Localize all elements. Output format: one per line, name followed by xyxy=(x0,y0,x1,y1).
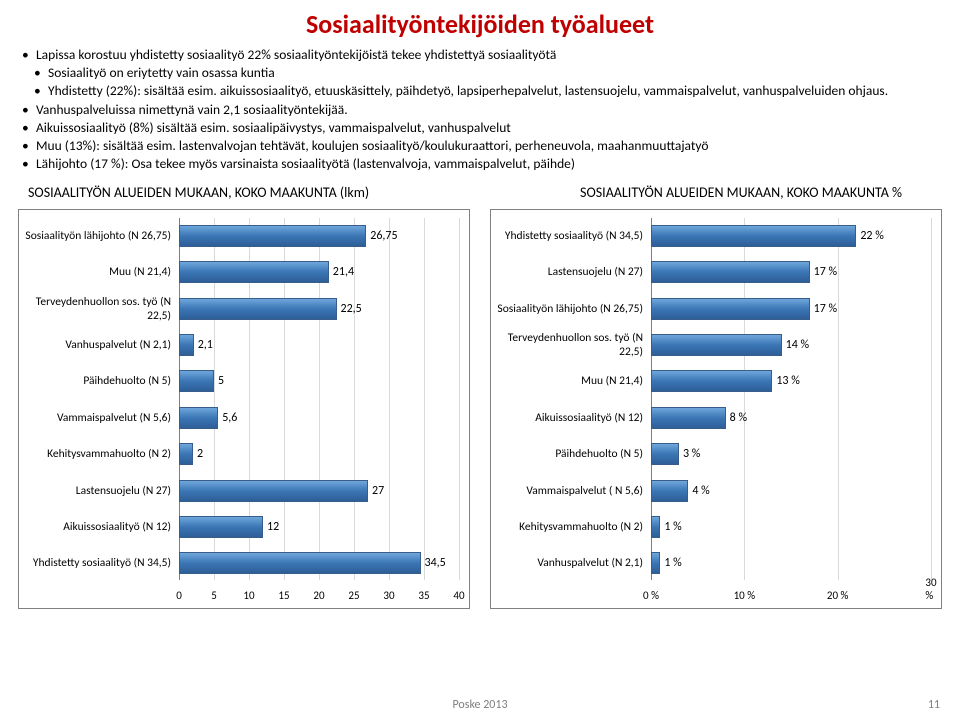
value-label: 12 xyxy=(267,520,279,534)
bullet-list: Lapissa korostuu yhdistetty sosiaalityö … xyxy=(22,46,942,174)
value-label: 1 % xyxy=(664,556,681,570)
bar xyxy=(179,443,193,465)
bar xyxy=(651,225,856,247)
category-label: Aikuissosiaalityö (N 12) xyxy=(497,411,647,425)
category-label: Päihdehuolto (N 5) xyxy=(25,374,175,388)
value-label: 5,6 xyxy=(222,411,237,425)
bullet-item: Aikuissosiaalityö (8%) sisältää esim. so… xyxy=(22,119,942,137)
x-axis-tick: 35 xyxy=(418,589,429,602)
category-label: Terveydenhuollon sos. työ (N 22,5) xyxy=(497,331,647,359)
x-axis-tick: 30 % xyxy=(925,576,936,602)
value-label: 27 xyxy=(372,484,384,498)
value-label: 1 % xyxy=(664,520,681,534)
category-label: Vammaispalvelut ( N 5,6) xyxy=(497,484,647,498)
bar xyxy=(651,516,660,538)
category-label: Aikuissosiaalityö (N 12) xyxy=(25,520,175,534)
chart-right-title: SOSIAALITYÖN ALUEIDEN MUKAAN, KOKO MAAKU… xyxy=(498,184,942,201)
footer-text: Poske 2013 xyxy=(452,698,507,712)
category-label: Vammaispalvelut (N 5,6) xyxy=(25,411,175,425)
bullet-item: Muu (13%): sisältää esim. lastenvalvojan… xyxy=(22,137,942,155)
bar xyxy=(179,480,368,502)
value-label: 13 % xyxy=(776,374,799,388)
bar xyxy=(179,334,194,356)
chart-left-title: SOSIAALITYÖN ALUEIDEN MUKAAN, KOKO MAAKU… xyxy=(18,184,462,201)
x-axis-tick: 30 xyxy=(383,589,394,602)
chart-left: 0 5 10 15 20 25 30 35 40 26,75 21,4 22,5 2,1 5 5,6 2 27 1… xyxy=(18,209,470,609)
bar xyxy=(651,443,679,465)
bar xyxy=(651,370,772,392)
category-label: Lastensuojelu (N 27) xyxy=(497,265,647,279)
bar xyxy=(179,552,421,574)
category-label: Terveydenhuollon sos. työ (N 22,5) xyxy=(25,295,175,323)
category-label: Lastensuojelu (N 27) xyxy=(25,484,175,498)
x-axis-tick: 10 xyxy=(243,589,254,602)
bullet-item: Lapissa korostuu yhdistetty sosiaalityö … xyxy=(22,46,942,64)
category-label: Muu (N 21,4) xyxy=(25,265,175,279)
value-label: 26,75 xyxy=(370,229,397,243)
value-label: 21,4 xyxy=(333,265,354,279)
category-label: Vanhuspalvelut (N 2,1) xyxy=(497,556,647,570)
category-label: Sosiaalityön lähijohto (N 26,75) xyxy=(25,229,175,243)
value-label: 2 xyxy=(197,447,203,461)
bar xyxy=(651,298,810,320)
bullet-item: Vanhuspalveluissa nimettynä vain 2,1 sos… xyxy=(22,101,942,119)
x-axis-tick: 0 xyxy=(176,589,182,602)
value-label: 17 % xyxy=(814,265,837,279)
value-label: 2,1 xyxy=(198,338,213,352)
value-label: 4 % xyxy=(692,484,709,498)
x-axis-tick: 20 % xyxy=(827,589,849,602)
value-label: 22,5 xyxy=(341,302,362,316)
bullet-sub-item: Yhdistetty (22%): sisältää esim. aikuiss… xyxy=(22,82,942,100)
bar xyxy=(651,334,782,356)
value-label: 8 % xyxy=(730,411,747,425)
category-label: Sosiaalityön lähijohto (N 26,75) xyxy=(497,302,647,316)
bar xyxy=(179,370,214,392)
value-label: 17 % xyxy=(814,302,837,316)
x-axis-tick: 5 xyxy=(211,589,217,602)
bar xyxy=(651,261,810,283)
bar xyxy=(179,225,366,247)
category-label: Kehitysvammahuolto (N 2) xyxy=(497,520,647,534)
bullet-sub-item: Sosiaalityö on eriytetty vain osassa kun… xyxy=(22,64,942,82)
value-label: 22 % xyxy=(860,229,883,243)
bullet-item: Lähijohto (17 %): Osa tekee myös varsina… xyxy=(22,155,942,173)
bar xyxy=(651,552,660,574)
category-label: Muu (N 21,4) xyxy=(497,374,647,388)
value-label: 3 % xyxy=(683,447,700,461)
category-label: Päihdehuolto (N 5) xyxy=(497,447,647,461)
x-axis-tick: 15 xyxy=(278,589,289,602)
value-label: 34,5 xyxy=(425,556,446,570)
x-axis-tick: 40 xyxy=(453,589,464,602)
category-label: Kehitysvammahuolto (N 2) xyxy=(25,447,175,461)
bar xyxy=(651,480,688,502)
value-label: 14 % xyxy=(786,338,809,352)
x-axis-tick: 20 xyxy=(313,589,324,602)
x-axis-tick: 0 % xyxy=(643,589,659,602)
category-label: Vanhuspalvelut (N 2,1) xyxy=(25,338,175,352)
x-axis-tick: 10 % xyxy=(734,589,756,602)
category-label: Yhdistetty sosiaalityö (N 34,5) xyxy=(497,229,647,243)
page-title: Sosiaalityöntekijöiden työalueet xyxy=(18,8,942,40)
value-label: 5 xyxy=(218,374,224,388)
chart-right: 0 % 10 % 20 % 30 % 22 % 17 % 17 % 14 % 13 % 8 % 3 … xyxy=(490,209,942,609)
bar xyxy=(179,516,263,538)
bar xyxy=(179,298,337,320)
category-label: Yhdistetty sosiaalityö (N 34,5) xyxy=(25,556,175,570)
bar xyxy=(179,407,218,429)
page-number: 11 xyxy=(928,698,940,712)
bar xyxy=(651,407,726,429)
bar xyxy=(179,261,329,283)
x-axis-tick: 25 xyxy=(348,589,359,602)
